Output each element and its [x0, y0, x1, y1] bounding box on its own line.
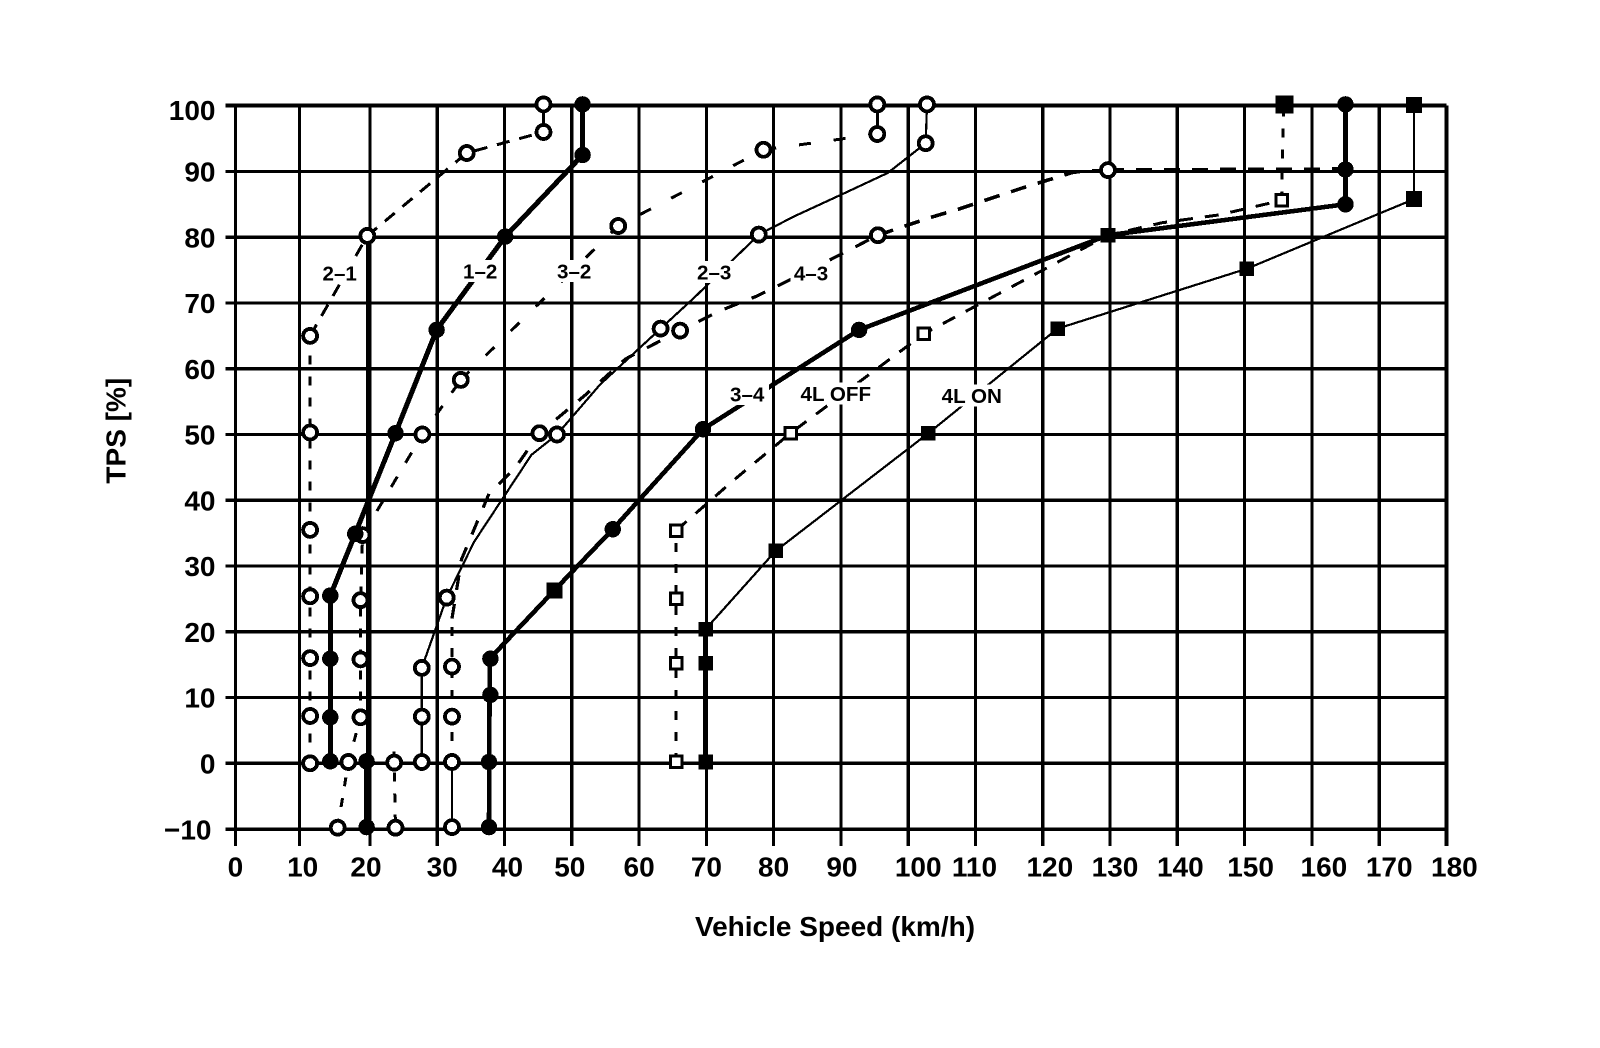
svg-text:10: 10: [287, 851, 318, 882]
svg-text:110: 110: [952, 851, 997, 882]
svg-text:80: 80: [184, 222, 215, 253]
svg-text:1–2: 1–2: [463, 260, 497, 283]
svg-text:140: 140: [1157, 851, 1204, 882]
svg-text:4L OFF: 4L OFF: [801, 383, 872, 406]
svg-text:40: 40: [184, 486, 215, 517]
svg-text:10: 10: [184, 683, 215, 714]
svg-text:3–2: 3–2: [557, 261, 591, 284]
svg-text:100: 100: [895, 851, 942, 882]
svg-text:30: 30: [184, 551, 215, 582]
svg-text:70: 70: [184, 288, 215, 319]
svg-text:2–3: 2–3: [697, 261, 731, 284]
svg-text:20: 20: [350, 851, 381, 882]
svg-text:100: 100: [169, 95, 216, 126]
svg-text:80: 80: [758, 851, 789, 882]
svg-text:160: 160: [1301, 851, 1348, 882]
svg-text:70: 70: [691, 851, 722, 882]
svg-text:180: 180: [1431, 851, 1478, 882]
svg-text:60: 60: [184, 354, 215, 385]
svg-text:4–3: 4–3: [794, 262, 828, 285]
svg-text:20: 20: [184, 617, 215, 648]
svg-text:30: 30: [427, 851, 458, 882]
svg-text:0: 0: [228, 851, 244, 882]
svg-text:90: 90: [826, 851, 857, 882]
svg-text:150: 150: [1227, 851, 1274, 882]
svg-text:−10: −10: [164, 814, 212, 845]
svg-text:2–1: 2–1: [323, 262, 357, 285]
svg-text:170: 170: [1366, 851, 1413, 882]
svg-text:50: 50: [554, 851, 585, 882]
svg-text:90: 90: [184, 157, 215, 188]
svg-text:Vehicle Speed (km/h): Vehicle Speed (km/h): [695, 911, 975, 942]
svg-text:120: 120: [1026, 851, 1073, 882]
svg-text:130: 130: [1092, 851, 1139, 882]
svg-text:3–4: 3–4: [730, 383, 765, 406]
svg-text:60: 60: [624, 851, 655, 882]
svg-text:TPS [%]: TPS [%]: [101, 378, 132, 484]
svg-text:0: 0: [200, 749, 216, 780]
svg-text:4L ON: 4L ON: [942, 385, 1002, 408]
svg-text:40: 40: [492, 851, 523, 882]
svg-text:50: 50: [184, 420, 215, 451]
